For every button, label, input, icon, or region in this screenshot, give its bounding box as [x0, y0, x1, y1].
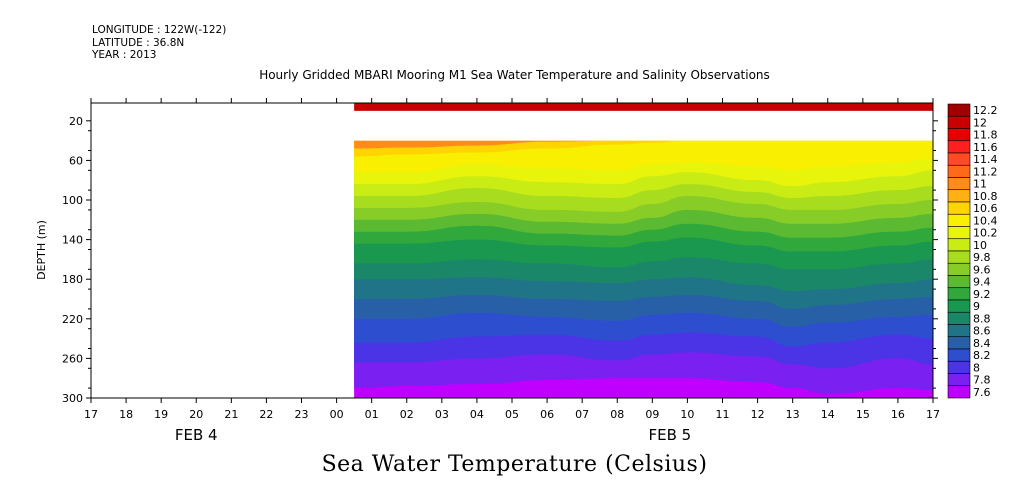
x-tick-label: 12 — [751, 408, 765, 421]
colorbar-swatch — [947, 140, 971, 154]
x-tick-label: 18 — [119, 408, 133, 421]
x-tick-label: 03 — [435, 408, 449, 421]
colorbar-level-label: 11.4 — [973, 153, 998, 166]
colorbar-swatch — [947, 275, 971, 289]
x-tick-label: 01 — [365, 408, 379, 421]
colorbar-level-label: 11 — [973, 178, 987, 191]
colorbar-level-label: 11.8 — [973, 129, 998, 142]
chart-title: Hourly Gridded MBARI Mooring M1 Sea Wate… — [259, 68, 770, 82]
colorbar-swatch — [947, 287, 971, 301]
colorbar-swatch — [947, 164, 971, 178]
colorbar-level-label: 8.8 — [973, 312, 991, 325]
colorbar-level-label: 10.2 — [973, 227, 998, 240]
colorbar-swatch — [947, 360, 971, 374]
x-tick-label: 23 — [295, 408, 309, 421]
y-tick-label: 140 — [62, 234, 83, 247]
x-tick-label: 02 — [400, 408, 414, 421]
colorbar-level-label: 9.8 — [973, 251, 991, 264]
colorbar-level-label: 9.2 — [973, 288, 991, 301]
y-tick-label: 260 — [62, 352, 83, 365]
y-axis-label: DEPTH (m) — [35, 220, 48, 280]
x-tick-label: 04 — [470, 408, 484, 421]
colorbar-level-label: 10.6 — [973, 202, 998, 215]
colorbar-swatch — [947, 262, 971, 276]
x-tick-label: 16 — [891, 408, 905, 421]
x-tick-label: 19 — [154, 408, 168, 421]
colorbar-level-label: 8.6 — [973, 325, 991, 338]
x-tick-label: 05 — [505, 408, 519, 421]
colorbar-swatch — [947, 226, 971, 240]
colorbar-swatch — [947, 115, 971, 129]
x-tick-label: 11 — [716, 408, 730, 421]
colorbar-swatch — [947, 373, 971, 387]
colorbar-level-label: 9 — [973, 300, 980, 313]
y-tick-label: 60 — [69, 154, 83, 167]
x-tick-label: 00 — [330, 408, 344, 421]
colorbar-level-label: 8 — [973, 361, 980, 374]
longitude-label: LONGITUDE : 122W(-122) — [92, 24, 227, 36]
y-tick-label: 100 — [62, 194, 83, 207]
colorbar-level-label: 9.4 — [973, 276, 991, 289]
contour-fill-layer — [354, 103, 933, 399]
y-tick-label: 300 — [62, 392, 83, 405]
colorbar-swatch — [947, 177, 971, 191]
year-label: YEAR : 2013 — [92, 49, 157, 61]
x-tick-label: 20 — [189, 408, 203, 421]
colorbar-level-label: 8.2 — [973, 349, 991, 362]
isotherm-band-11 — [354, 140, 933, 149]
colorbar-swatch — [947, 189, 971, 203]
x-tick-label: 10 — [680, 408, 694, 421]
x-tick-label: 21 — [224, 408, 238, 421]
colorbar-level-label: 7.6 — [973, 386, 991, 399]
colorbar-swatch — [947, 201, 971, 215]
colorbar-level-label: 11.2 — [973, 165, 998, 178]
colorbar-swatch — [947, 152, 971, 166]
colorbar-level-label: 12.2 — [973, 104, 998, 117]
y-tick-label: 220 — [62, 313, 83, 326]
colorbar-swatch — [947, 103, 971, 117]
colorbar-swatch — [947, 128, 971, 142]
x-tick-label: 07 — [575, 408, 589, 421]
colorbar-swatch — [947, 238, 971, 252]
station-metadata: LONGITUDE : 122W(-122) LATITUDE : 36.8N … — [92, 24, 226, 62]
surface-temperature-band — [354, 103, 933, 111]
x-tick-label: 15 — [856, 408, 870, 421]
colorbar-swatch — [947, 385, 971, 399]
colorbar-level-label: 7.8 — [973, 374, 991, 387]
colorbar-swatch — [947, 348, 971, 362]
colorbar-swatch — [947, 250, 971, 264]
latitude-label: LATITUDE : 36.8N — [92, 36, 185, 49]
x-tick-label: 09 — [645, 408, 659, 421]
date-label: FEB 4 — [175, 426, 218, 444]
missing-data-band — [354, 110, 933, 141]
variable-title: Sea Water Temperature (Celsius) — [321, 452, 708, 477]
colorbar-swatch — [947, 311, 971, 325]
colorbar-level-label: 10 — [973, 239, 987, 252]
colorbar-level-label: 11.6 — [973, 141, 998, 154]
y-tick-label: 180 — [62, 273, 83, 286]
colorbar-legend: 12.21211.811.611.411.21110.810.610.410.2… — [947, 103, 998, 399]
colorbar-swatch — [947, 324, 971, 338]
x-tick-label: 17 — [84, 408, 98, 421]
colorbar-swatch — [947, 213, 971, 227]
x-tick-label: 06 — [540, 408, 554, 421]
x-tick-label: 08 — [610, 408, 624, 421]
colorbar-level-label: 12 — [973, 116, 987, 129]
colorbar-swatch — [947, 336, 971, 350]
colorbar-level-label: 9.6 — [973, 263, 991, 276]
date-label: FEB 5 — [649, 426, 692, 444]
colorbar-level-label: 10.8 — [973, 190, 998, 203]
x-tick-label: 14 — [821, 408, 835, 421]
y-tick-label: 20 — [69, 115, 83, 128]
colorbar-level-label: 8.4 — [973, 337, 991, 350]
x-tick-label: 22 — [259, 408, 273, 421]
x-tick-label: 17 — [926, 408, 940, 421]
colorbar-level-label: 10.4 — [973, 214, 998, 227]
x-tick-label: 13 — [786, 408, 800, 421]
colorbar-swatch — [947, 299, 971, 313]
